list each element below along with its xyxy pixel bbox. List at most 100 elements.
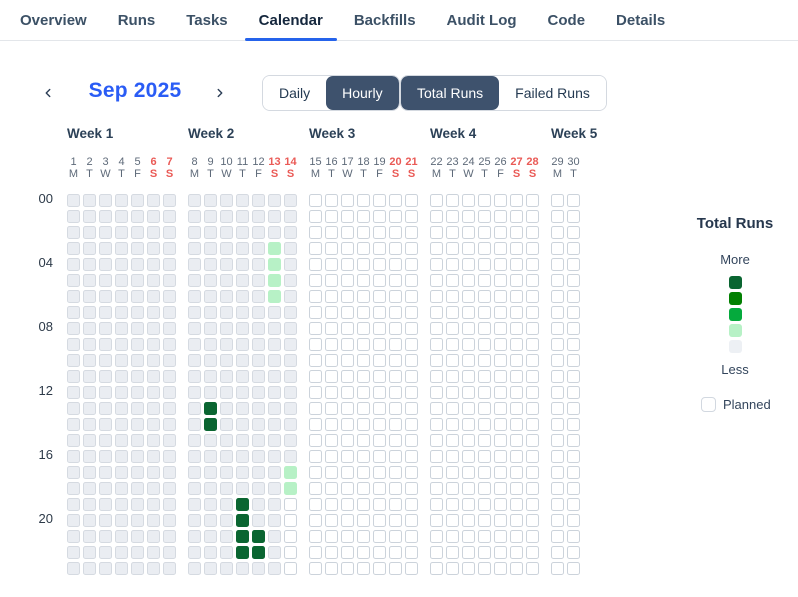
heatmap-cell[interactable] bbox=[526, 434, 539, 447]
heatmap-cell[interactable] bbox=[163, 226, 176, 239]
heatmap-cell[interactable] bbox=[188, 210, 201, 223]
heatmap-cell[interactable] bbox=[405, 226, 418, 239]
heatmap-cell[interactable] bbox=[115, 258, 128, 271]
heatmap-cell[interactable] bbox=[188, 226, 201, 239]
heatmap-cell[interactable] bbox=[567, 514, 580, 527]
heatmap-cell[interactable] bbox=[389, 418, 402, 431]
heatmap-cell[interactable] bbox=[567, 258, 580, 271]
heatmap-cell[interactable] bbox=[430, 338, 443, 351]
heatmap-cell[interactable] bbox=[389, 274, 402, 287]
heatmap-cell[interactable] bbox=[341, 546, 354, 559]
heatmap-cell[interactable] bbox=[268, 418, 281, 431]
heatmap-cell[interactable] bbox=[147, 210, 160, 223]
heatmap-cell[interactable] bbox=[526, 562, 539, 575]
heatmap-cell[interactable] bbox=[67, 482, 80, 495]
heatmap-cell[interactable] bbox=[373, 322, 386, 335]
heatmap-cell[interactable] bbox=[252, 434, 265, 447]
heatmap-cell[interactable] bbox=[188, 498, 201, 511]
heatmap-cell[interactable] bbox=[526, 306, 539, 319]
heatmap-cell[interactable] bbox=[115, 434, 128, 447]
heatmap-cell[interactable] bbox=[67, 418, 80, 431]
heatmap-cell[interactable] bbox=[309, 194, 322, 207]
heatmap-cell[interactable] bbox=[478, 210, 491, 223]
heatmap-cell[interactable] bbox=[163, 322, 176, 335]
heatmap-cell[interactable] bbox=[510, 322, 523, 335]
heatmap-cell[interactable] bbox=[325, 530, 338, 543]
heatmap-cell[interactable] bbox=[357, 274, 370, 287]
heatmap-cell[interactable] bbox=[341, 306, 354, 319]
heatmap-cell[interactable] bbox=[147, 370, 160, 383]
heatmap-cell[interactable] bbox=[131, 194, 144, 207]
heatmap-cell[interactable] bbox=[83, 370, 96, 383]
heatmap-cell[interactable] bbox=[309, 546, 322, 559]
heatmap-cell[interactable] bbox=[252, 530, 265, 543]
heatmap-cell[interactable] bbox=[373, 242, 386, 255]
heatmap-cell[interactable] bbox=[389, 210, 402, 223]
heatmap-cell[interactable] bbox=[67, 450, 80, 463]
heatmap-cell[interactable] bbox=[131, 482, 144, 495]
heatmap-cell[interactable] bbox=[83, 306, 96, 319]
heatmap-cell[interactable] bbox=[252, 402, 265, 415]
heatmap-cell[interactable] bbox=[325, 498, 338, 511]
heatmap-cell[interactable] bbox=[567, 306, 580, 319]
heatmap-cell[interactable] bbox=[115, 386, 128, 399]
heatmap-cell[interactable] bbox=[99, 354, 112, 367]
heatmap-cell[interactable] bbox=[99, 434, 112, 447]
heatmap-cell[interactable] bbox=[236, 562, 249, 575]
heatmap-cell[interactable] bbox=[67, 370, 80, 383]
heatmap-cell[interactable] bbox=[446, 402, 459, 415]
heatmap-cell[interactable] bbox=[405, 546, 418, 559]
heatmap-cell[interactable] bbox=[478, 530, 491, 543]
heatmap-cell[interactable] bbox=[115, 354, 128, 367]
heatmap-cell[interactable] bbox=[551, 402, 564, 415]
heatmap-cell[interactable] bbox=[373, 210, 386, 223]
heatmap-cell[interactable] bbox=[284, 242, 297, 255]
heatmap-cell[interactable] bbox=[131, 354, 144, 367]
heatmap-cell[interactable] bbox=[494, 370, 507, 383]
heatmap-cell[interactable] bbox=[309, 306, 322, 319]
heatmap-cell[interactable] bbox=[115, 514, 128, 527]
heatmap-cell[interactable] bbox=[478, 418, 491, 431]
heatmap-cell[interactable] bbox=[252, 338, 265, 351]
heatmap-cell[interactable] bbox=[268, 482, 281, 495]
heatmap-cell[interactable] bbox=[147, 498, 160, 511]
heatmap-cell[interactable] bbox=[236, 306, 249, 319]
heatmap-cell[interactable] bbox=[526, 242, 539, 255]
heatmap-cell[interactable] bbox=[147, 466, 160, 479]
heatmap-cell[interactable] bbox=[478, 258, 491, 271]
heatmap-cell[interactable] bbox=[204, 418, 217, 431]
heatmap-cell[interactable] bbox=[83, 514, 96, 527]
heatmap-cell[interactable] bbox=[83, 434, 96, 447]
heatmap-cell[interactable] bbox=[220, 530, 233, 543]
heatmap-cell[interactable] bbox=[430, 354, 443, 367]
heatmap-cell[interactable] bbox=[204, 482, 217, 495]
heatmap-cell[interactable] bbox=[405, 466, 418, 479]
heatmap-cell[interactable] bbox=[494, 498, 507, 511]
heatmap-cell[interactable] bbox=[567, 322, 580, 335]
heatmap-cell[interactable] bbox=[188, 546, 201, 559]
heatmap-cell[interactable] bbox=[526, 338, 539, 351]
heatmap-cell[interactable] bbox=[494, 210, 507, 223]
heatmap-cell[interactable] bbox=[284, 322, 297, 335]
heatmap-cell[interactable] bbox=[284, 466, 297, 479]
heatmap-cell[interactable] bbox=[220, 386, 233, 399]
tab-details[interactable]: Details bbox=[602, 0, 679, 40]
heatmap-cell[interactable] bbox=[67, 194, 80, 207]
heatmap-cell[interactable] bbox=[67, 402, 80, 415]
toggle-daily[interactable]: Daily bbox=[263, 76, 327, 110]
heatmap-cell[interactable] bbox=[188, 482, 201, 495]
heatmap-cell[interactable] bbox=[389, 354, 402, 367]
heatmap-cell[interactable] bbox=[204, 290, 217, 303]
heatmap-cell[interactable] bbox=[325, 290, 338, 303]
heatmap-cell[interactable] bbox=[551, 514, 564, 527]
heatmap-cell[interactable] bbox=[430, 370, 443, 383]
heatmap-cell[interactable] bbox=[389, 258, 402, 271]
heatmap-cell[interactable] bbox=[236, 194, 249, 207]
heatmap-cell[interactable] bbox=[526, 290, 539, 303]
heatmap-cell[interactable] bbox=[325, 514, 338, 527]
heatmap-cell[interactable] bbox=[268, 370, 281, 383]
heatmap-cell[interactable] bbox=[99, 386, 112, 399]
heatmap-cell[interactable] bbox=[510, 338, 523, 351]
heatmap-cell[interactable] bbox=[373, 498, 386, 511]
heatmap-cell[interactable] bbox=[147, 194, 160, 207]
